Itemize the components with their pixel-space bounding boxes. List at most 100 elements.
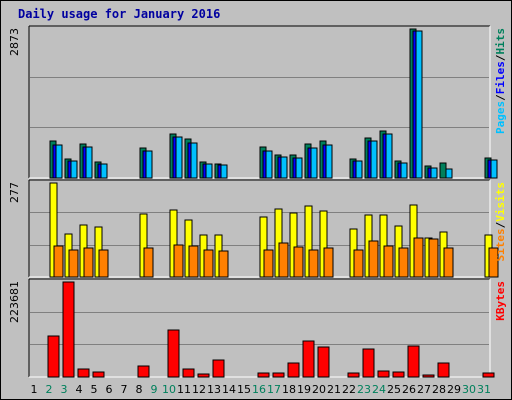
bar-pages-day-11 <box>190 142 198 179</box>
x-tick-day-31: 31 <box>477 383 491 396</box>
bar-sites-day-26 <box>413 237 424 278</box>
bar-kbytes-day-22 <box>347 372 360 378</box>
legend-files: Files <box>494 61 507 94</box>
bar-sites-day-3 <box>68 249 79 278</box>
y-max-label: 277 <box>8 182 21 203</box>
x-tick-day-21: 21 <box>327 383 341 396</box>
x-tick-day-26: 26 <box>402 383 416 396</box>
bar-kbytes-day-25 <box>392 371 405 378</box>
bar-pages-day-12 <box>205 163 213 179</box>
chart-title: Daily usage for January 2016 <box>18 7 221 21</box>
x-tick-day-27: 27 <box>417 383 431 396</box>
bar-sites-day-17 <box>278 242 289 278</box>
bar-sites-day-16 <box>263 249 274 278</box>
bar-sites-day-23 <box>368 240 379 278</box>
legend-kbytes: KBytes <box>494 281 507 321</box>
legend-pages: Pages <box>494 101 507 134</box>
bar-pages-day-16 <box>265 150 273 179</box>
bar-sites-day-28 <box>443 247 454 278</box>
bar-pages-day-5 <box>100 163 108 179</box>
x-tick-day-20: 20 <box>312 383 326 396</box>
bar-pages-day-26 <box>415 30 423 179</box>
x-tick-day-12: 12 <box>192 383 206 396</box>
x-tick-day-18: 18 <box>282 383 296 396</box>
x-tick-day-17: 17 <box>267 383 281 396</box>
x-tick-day-7: 7 <box>121 383 128 396</box>
x-tick-day-22: 22 <box>342 383 356 396</box>
x-tick-day-19: 19 <box>297 383 311 396</box>
bar-sites-day-2 <box>53 245 64 278</box>
x-tick-day-4: 4 <box>76 383 83 396</box>
x-tick-day-28: 28 <box>432 383 446 396</box>
bar-pages-day-27 <box>430 167 438 179</box>
chart-labels: 2873Pages/Files/Hits277Sites/Visits22368… <box>8 28 507 396</box>
legend-sites: Sites <box>494 228 507 261</box>
bar-kbytes-day-5 <box>92 371 105 378</box>
x-tick-day-14: 14 <box>222 383 236 396</box>
x-tick-day-25: 25 <box>387 383 401 396</box>
bar-kbytes-day-4 <box>77 368 90 378</box>
bar-kbytes-day-3 <box>62 281 75 378</box>
bar-kbytes-day-27 <box>422 374 435 378</box>
x-tick-day-24: 24 <box>372 383 386 396</box>
bar-sites-day-12 <box>203 249 214 278</box>
y-max-label: 223681 <box>8 281 21 323</box>
bar-pages-day-13 <box>220 164 228 179</box>
bar-kbytes-day-2 <box>47 335 60 378</box>
bar-pages-day-4 <box>85 146 93 179</box>
legend-separator: / <box>494 94 507 101</box>
legend-separator: / <box>494 54 507 61</box>
bar-pages-day-31 <box>490 159 498 179</box>
legend-visits-sites: Sites/Visits <box>494 182 507 262</box>
bar-kbytes-day-26 <box>407 345 420 378</box>
y-max-label: 2873 <box>8 28 21 56</box>
x-tick-day-8: 8 <box>136 383 143 396</box>
bar-pages-day-18 <box>295 157 303 179</box>
bar-kbytes-day-23 <box>362 348 375 378</box>
bar-pages-day-20 <box>325 144 333 179</box>
bar-pages-day-19 <box>310 147 318 179</box>
x-tick-day-13: 13 <box>207 383 221 396</box>
bar-hits-day-28 <box>439 162 447 179</box>
bar-kbytes-day-16 <box>257 372 270 378</box>
panel-kbytes <box>29 279 490 377</box>
bar-pages-day-10 <box>175 136 183 179</box>
chart-bars <box>47 28 499 378</box>
bar-kbytes-day-24 <box>377 370 390 378</box>
bar-sites-day-4 <box>83 247 94 278</box>
bar-sites-day-8 <box>143 247 154 278</box>
x-tick-day-5: 5 <box>91 383 98 396</box>
legend-hits: Hits <box>494 28 507 55</box>
x-tick-day-23: 23 <box>357 383 371 396</box>
legend-hits-files-pages: Pages/Files/Hits <box>494 28 507 134</box>
x-tick-day-10: 10 <box>162 383 176 396</box>
bar-kbytes-day-11 <box>182 368 195 378</box>
bar-pages-day-28 <box>445 168 453 179</box>
x-tick-day-9: 9 <box>151 383 158 396</box>
x-tick-day-2: 2 <box>46 383 53 396</box>
bar-sites-day-31 <box>488 247 499 278</box>
bar-pages-day-3 <box>70 160 78 179</box>
x-tick-day-15: 15 <box>237 383 251 396</box>
bar-kbytes-day-19 <box>302 340 315 378</box>
bar-sites-day-20 <box>323 247 334 278</box>
bar-kbytes-day-13 <box>212 359 225 378</box>
bar-kbytes-day-31 <box>482 372 495 378</box>
bar-pages-day-2 <box>55 144 63 179</box>
bar-kbytes-day-12 <box>197 373 210 378</box>
x-tick-day-30: 30 <box>462 383 476 396</box>
legend-visits: Visits <box>494 182 507 222</box>
bar-pages-day-23 <box>370 140 378 179</box>
bar-sites-day-24 <box>383 245 394 278</box>
x-tick-day-29: 29 <box>447 383 461 396</box>
bar-sites-day-25 <box>398 247 409 278</box>
x-tick-day-16: 16 <box>252 383 266 396</box>
bar-sites-day-5 <box>98 249 109 278</box>
bar-sites-day-10 <box>173 244 184 278</box>
bar-sites-day-22 <box>353 249 364 278</box>
legend-separator: / <box>494 221 507 228</box>
bar-pages-day-8 <box>145 150 153 179</box>
bar-kbytes-day-10 <box>167 329 180 378</box>
bar-pages-day-24 <box>385 133 393 179</box>
